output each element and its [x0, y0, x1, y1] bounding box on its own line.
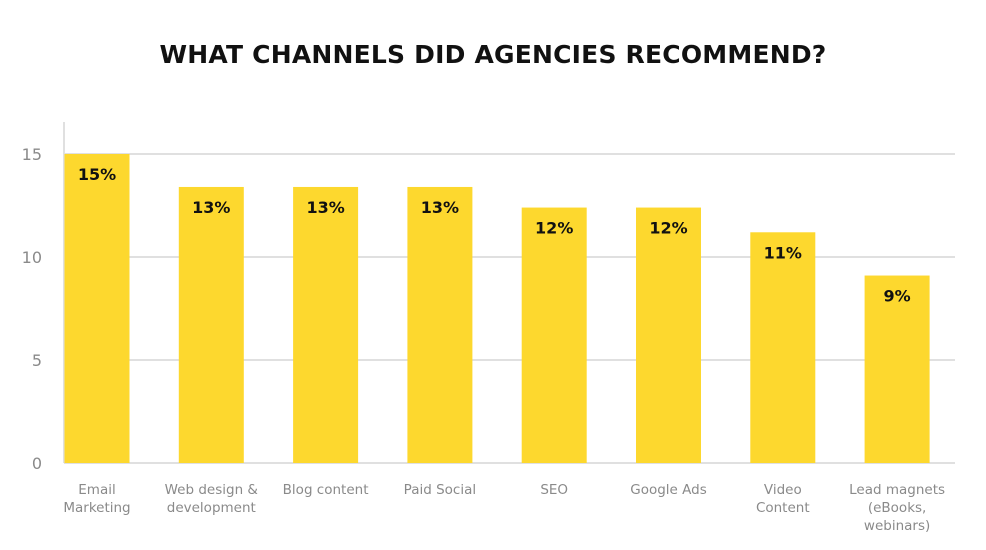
bar	[521, 207, 587, 463]
x-tick-label: Paid Social	[404, 482, 476, 498]
bar	[636, 207, 701, 463]
x-tick-label: Web design & development	[165, 482, 259, 516]
data-label: 13%	[421, 198, 459, 217]
bar	[407, 186, 473, 463]
bars	[64, 154, 930, 463]
data-labels: 15% 13% 13% 13% 12% 12% 11% 9%	[78, 165, 911, 306]
x-tick-label: Email Marketing	[63, 482, 130, 516]
data-label: 15%	[78, 165, 116, 184]
y-tick-label: 10	[22, 248, 42, 267]
data-label: 13%	[306, 198, 344, 217]
data-label: 9%	[884, 287, 911, 306]
x-tick-label: Lead magnets (eBooks, webinars)	[849, 482, 945, 534]
y-axis-ticks: 0 5 10 15	[22, 145, 42, 473]
x-axis-labels: Email Marketing Web design & development Blo…	[63, 482, 945, 534]
data-label: 11%	[764, 243, 802, 262]
bar	[178, 186, 244, 463]
x-tick-label: Video Content	[756, 482, 810, 516]
y-tick-label: 5	[32, 351, 42, 370]
data-label: 12%	[535, 219, 573, 238]
y-tick-label: 15	[22, 145, 42, 164]
bar	[293, 186, 359, 463]
y-tick-label: 0	[32, 454, 42, 473]
x-tick-label: SEO	[540, 482, 568, 498]
x-tick-label: Blog content	[283, 482, 369, 498]
bar	[64, 154, 130, 463]
x-tick-label: Google Ads	[630, 482, 707, 498]
bar	[864, 275, 930, 463]
chart-title: WHAT CHANNELS DID AGENCIES RECOMMEND?	[159, 40, 827, 69]
data-label: 13%	[192, 198, 230, 217]
data-label: 12%	[649, 219, 687, 238]
bar	[750, 232, 816, 463]
